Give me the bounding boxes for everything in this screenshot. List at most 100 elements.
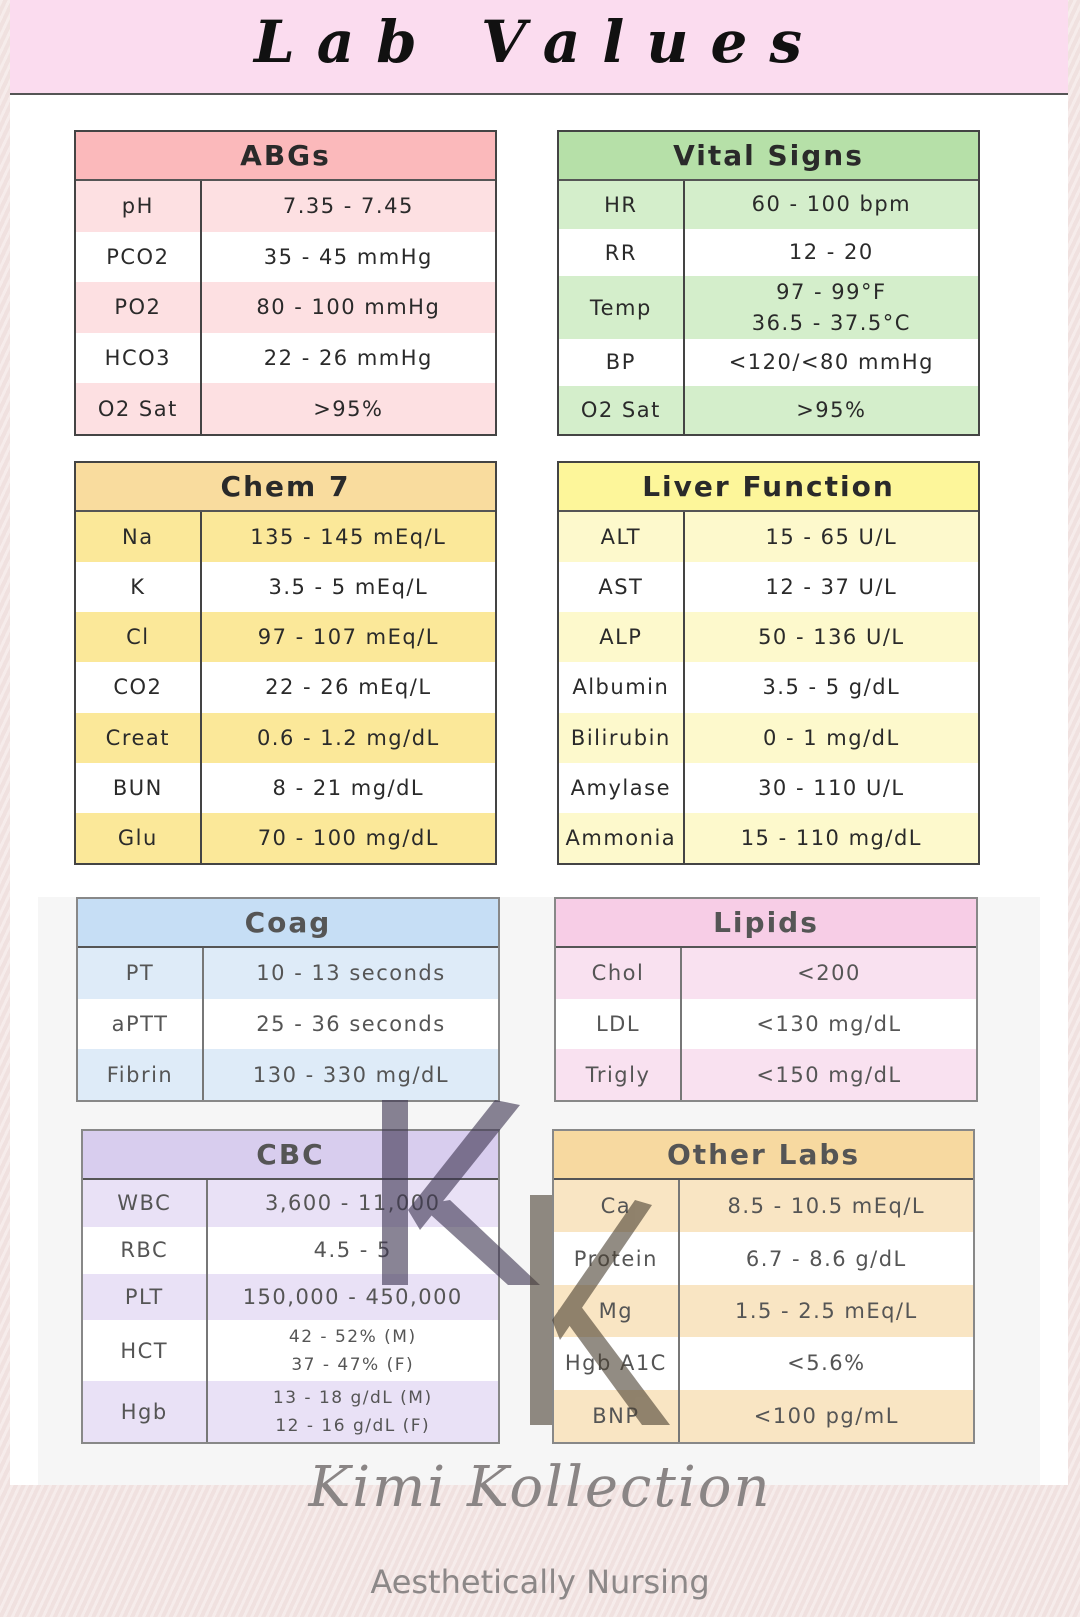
table-row: Albumin 3.5 - 5 g/dL xyxy=(559,662,978,713)
table-vital-signs: Vital Signs HR 60 - 100 bpm RR 12 - 20 Temp 97… xyxy=(557,130,980,436)
value-line: 12 - 37 U/L xyxy=(765,575,898,600)
table-row: PT 10 - 13 seconds xyxy=(78,948,498,999)
value-line: >95% xyxy=(796,397,867,422)
value-line: 8 - 21 mg/dL xyxy=(272,775,425,800)
row-value: 50 - 136 U/L xyxy=(685,612,978,662)
table-row: RBC 4.5 - 5 xyxy=(83,1226,499,1274)
row-value: 12 - 37 U/L xyxy=(685,562,978,612)
table-row: Trigly <150 mg/dL xyxy=(556,1049,976,1101)
row-label: RR xyxy=(559,228,685,277)
row-value: 60 - 100 bpm xyxy=(685,181,978,229)
row-label: aPTT xyxy=(78,998,204,1050)
row-label: HCO3 xyxy=(76,332,202,384)
table-lipids: Lipids Chol <200 LDL <130 mg/dL Trigly <150 mg… xyxy=(554,897,978,1102)
row-value: 1.5 - 2.5 mEq/L xyxy=(680,1285,973,1337)
value-line: <130 mg/dL xyxy=(756,1012,902,1036)
value-line: 22 - 26 mEq/L xyxy=(265,675,432,700)
table-row: Creat 0.6 - 1.2 mg/dL xyxy=(76,712,495,763)
row-label: Ammonia xyxy=(559,812,685,863)
row-label: Amylase xyxy=(559,762,685,813)
value-line: 12 - 16 g/dL (F) xyxy=(275,1415,431,1436)
row-value: 97 - 107 mEq/L xyxy=(202,612,495,662)
row-value: 6.7 - 8.6 g/dL xyxy=(680,1232,973,1284)
table-row: AST 12 - 37 U/L xyxy=(559,562,978,613)
row-label: PO2 xyxy=(76,282,202,333)
table-row: Ammonia 15 - 110 mg/dL xyxy=(559,812,978,863)
table-row: Glu 70 - 100 mg/dL xyxy=(76,812,495,863)
row-value: 3.5 - 5 g/dL xyxy=(685,662,978,712)
table-other-labs: Other Labs Ca 8.5 - 10.5 mEq/L Protein 6.7 -… xyxy=(552,1129,975,1444)
row-label: O2 Sat xyxy=(559,386,685,434)
row-label: Creat xyxy=(76,712,202,763)
value-line: 10 - 13 seconds xyxy=(256,961,446,986)
row-label: Mg xyxy=(554,1284,680,1338)
value-line: 7.35 - 7.45 xyxy=(282,194,414,219)
value-line: 135 - 145 mEq/L xyxy=(250,525,447,550)
table-row: HCO3 22 - 26 mmHg xyxy=(76,332,495,384)
row-value: 35 - 45 mmHg xyxy=(202,232,495,283)
row-label: Trigly xyxy=(556,1049,682,1101)
row-value: >95% xyxy=(202,383,495,434)
value-line: 3.5 - 5 mEq/L xyxy=(268,575,429,600)
row-label: ALT xyxy=(559,512,685,563)
row-value: 0.6 - 1.2 mg/dL xyxy=(202,713,495,763)
title-banner: Lab Values xyxy=(10,0,1068,95)
row-label: ALP xyxy=(559,612,685,663)
row-value: 97 - 99°F 36.5 - 37.5°C xyxy=(685,276,978,338)
table-abgs: ABGs pH 7.35 - 7.45 PCO2 35 - 45 mmHg PO2 80 -… xyxy=(74,130,497,436)
row-value: 0 - 1 mg/dL xyxy=(685,713,978,763)
value-line: 25 - 36 seconds xyxy=(256,1012,446,1036)
row-value: 4.5 - 5 xyxy=(208,1227,499,1274)
value-line: <150 mg/dL xyxy=(756,1062,902,1087)
value-line: 70 - 100 mg/dL xyxy=(257,825,439,850)
value-line: 130 - 330 mg/dL xyxy=(252,1062,450,1087)
value-line: 0 - 1 mg/dL xyxy=(762,725,900,750)
table-row: Amylase 30 - 110 U/L xyxy=(559,762,978,813)
value-line: 80 - 100 mmHg xyxy=(256,295,441,320)
table-title: Other Labs xyxy=(554,1131,973,1180)
row-label: K xyxy=(76,562,202,613)
row-value: <5.6% xyxy=(680,1337,973,1389)
value-line: 97 - 107 mEq/L xyxy=(257,625,439,650)
row-label: PCO2 xyxy=(76,231,202,283)
table-row: WBC 3,600 - 11,000 xyxy=(83,1180,498,1227)
table-row: RR 12 - 20 xyxy=(559,228,978,277)
row-label: BP xyxy=(559,338,685,387)
value-line: 97 - 99°F xyxy=(776,279,887,304)
table-title: Coag xyxy=(78,899,498,948)
table-row: O2 Sat >95% xyxy=(559,386,978,434)
table-row: PO2 80 - 100 mmHg xyxy=(76,282,495,333)
row-value: 130 - 330 mg/dL xyxy=(204,1049,498,1100)
page-title: Lab Values xyxy=(253,8,825,76)
table-row: O2 Sat >95% xyxy=(76,383,495,434)
table-row: PLT 150,000 - 450,000 xyxy=(83,1273,498,1321)
table-row: Bilirubin 0 - 1 mg/dL xyxy=(559,712,978,763)
row-value: 30 - 110 U/L xyxy=(685,763,978,813)
value-line: <200 xyxy=(797,961,861,986)
row-label: Bilirubin xyxy=(559,712,685,763)
row-value: 42 - 52% (M) 37 - 47% (F) xyxy=(208,1320,499,1381)
table-cbc: CBC WBC 3,600 - 11,000 RBC 4.5 - 5 PLT 150,000… xyxy=(81,1129,500,1444)
table-row: Hgb 13 - 18 g/dL (M) 12 - 16 g/dL (F) xyxy=(83,1381,498,1442)
row-value: 3.5 - 5 mEq/L xyxy=(202,562,495,612)
row-value: 70 - 100 mg/dL xyxy=(202,813,495,863)
row-value: <150 mg/dL xyxy=(682,1049,976,1100)
row-value: 22 - 26 mmHg xyxy=(202,333,495,384)
value-line: 150,000 - 450,000 xyxy=(242,1284,463,1309)
row-label: PT xyxy=(78,948,204,999)
value-line: 42 - 52% (M) xyxy=(288,1326,417,1347)
table-row: PCO2 35 - 45 mmHg xyxy=(76,231,495,283)
row-value: 13 - 18 g/dL (M) 12 - 16 g/dL (F) xyxy=(208,1381,499,1442)
table-row: ALT 15 - 65 U/L xyxy=(559,512,978,563)
value-line: <120/<80 mmHg xyxy=(728,349,934,374)
value-line: 30 - 110 U/L xyxy=(758,775,905,800)
row-value: 8.5 - 10.5 mEq/L xyxy=(680,1180,973,1232)
value-line: 35 - 45 mmHg xyxy=(263,244,433,269)
table-chem-7: Chem 7 Na 135 - 145 mEq/L K 3.5 - 5 mEq/L Cl 9… xyxy=(74,461,497,865)
row-label: LDL xyxy=(556,998,682,1050)
table-row: BNP <100 pg/mL xyxy=(554,1389,973,1443)
value-line: 15 - 110 mg/dL xyxy=(740,825,922,850)
value-line: 8.5 - 10.5 mEq/L xyxy=(727,1194,926,1219)
signature-logo: Kimi Kollection xyxy=(308,1455,772,1520)
row-label: Temp xyxy=(559,276,685,339)
